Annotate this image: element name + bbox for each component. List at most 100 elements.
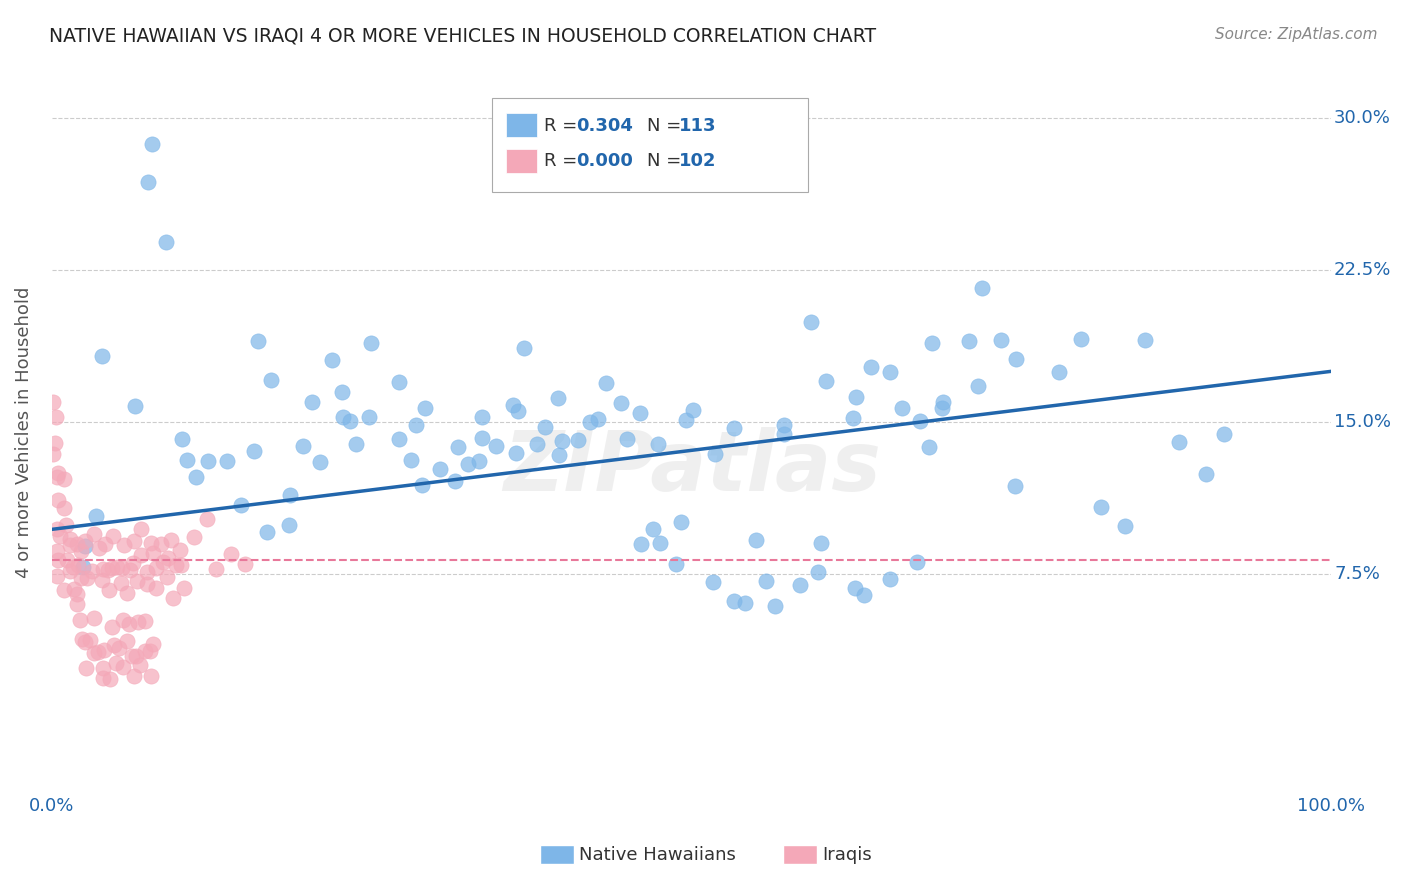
Point: [107, 641, 129, 656]
Point: [152, 555, 174, 569]
Text: 0.0%: 0.0%: [30, 797, 75, 815]
Text: 7.5%: 7.5%: [1334, 565, 1379, 583]
Point: [502, 398, 524, 412]
Point: [195, 512, 218, 526]
Point: [162, 591, 184, 606]
Point: [134, 644, 156, 658]
Point: [86, 645, 108, 659]
Point: [1195, 467, 1218, 481]
Point: [103, 529, 125, 543]
Point: [73, 635, 96, 649]
Point: [111, 561, 134, 575]
Point: [134, 614, 156, 628]
Point: [918, 440, 941, 454]
Text: N =: N =: [647, 117, 686, 135]
Point: [69, 613, 91, 627]
Point: [1004, 479, 1026, 493]
Point: [155, 235, 177, 249]
Point: [138, 644, 160, 658]
Point: [49, 529, 72, 543]
Point: [197, 454, 219, 468]
Point: [103, 638, 125, 652]
Point: [247, 334, 270, 348]
Point: [526, 437, 548, 451]
Point: [610, 396, 633, 410]
Text: 0.000: 0.000: [576, 153, 633, 170]
Point: [628, 406, 651, 420]
Point: [62, 559, 84, 574]
Point: [117, 634, 139, 648]
Point: [1168, 434, 1191, 449]
Point: [647, 436, 669, 450]
Point: [665, 558, 688, 572]
Point: [278, 488, 301, 502]
Point: [219, 547, 242, 561]
Point: [567, 434, 589, 448]
Point: [45, 469, 67, 483]
Point: [70, 543, 93, 558]
Point: [142, 637, 165, 651]
Point: [1090, 500, 1112, 514]
Point: [551, 434, 574, 449]
Point: [169, 542, 191, 557]
Point: [853, 588, 876, 602]
Text: R =: R =: [544, 153, 583, 170]
Point: [411, 478, 433, 492]
Point: [80, 564, 103, 578]
Point: [122, 556, 145, 570]
Point: [814, 374, 837, 388]
Point: [91, 661, 114, 675]
Point: [401, 452, 423, 467]
Point: [184, 469, 207, 483]
Text: Native Hawaiians: Native Hawaiians: [579, 846, 737, 863]
Point: [69, 570, 91, 584]
Point: [772, 418, 794, 433]
Point: [931, 395, 953, 409]
Point: [641, 522, 664, 536]
Point: [734, 596, 756, 610]
Point: [84, 508, 107, 523]
Point: [891, 401, 914, 416]
Point: [59, 564, 82, 578]
Point: [360, 335, 382, 350]
Point: [45, 543, 67, 558]
Point: [723, 594, 745, 608]
Text: N =: N =: [647, 153, 686, 170]
Point: [93, 642, 115, 657]
Point: [59, 532, 82, 546]
Point: [579, 415, 602, 429]
Point: [429, 462, 451, 476]
Point: [75, 660, 97, 674]
Point: [387, 432, 409, 446]
Point: [66, 587, 89, 601]
Point: [141, 137, 163, 152]
Point: [723, 421, 745, 435]
Point: [508, 404, 530, 418]
Point: [321, 353, 343, 368]
Y-axis label: 4 or more Vehicles in Household: 4 or more Vehicles in Household: [15, 286, 32, 578]
Text: ZIPatlas: ZIPatlas: [503, 427, 880, 508]
Point: [42, 446, 65, 460]
Point: [844, 581, 866, 595]
Point: [87, 541, 110, 556]
Point: [141, 669, 163, 683]
Point: [145, 582, 167, 596]
Point: [682, 403, 704, 417]
Point: [72, 560, 94, 574]
Point: [121, 648, 143, 663]
Point: [91, 562, 114, 576]
Point: [616, 433, 638, 447]
Point: [118, 563, 141, 577]
Point: [534, 420, 557, 434]
Text: 30.0%: 30.0%: [1334, 109, 1391, 127]
Point: [807, 566, 830, 580]
Point: [105, 656, 128, 670]
Point: [94, 537, 117, 551]
Point: [83, 527, 105, 541]
Point: [243, 443, 266, 458]
Point: [586, 411, 609, 425]
Point: [789, 578, 811, 592]
Point: [332, 410, 354, 425]
Point: [59, 538, 82, 552]
Point: [55, 518, 77, 533]
